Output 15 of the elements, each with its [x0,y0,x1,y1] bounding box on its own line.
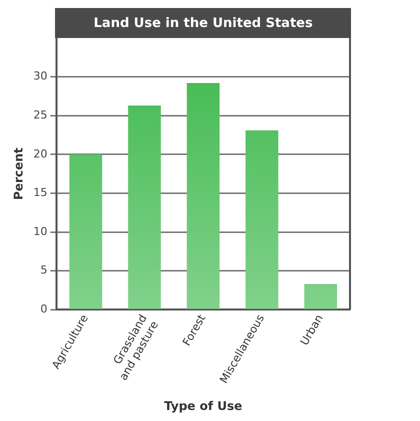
y-tick-label: 20 [33,147,48,160]
x-axis-title: Type of Use [164,398,242,413]
bar [304,284,338,309]
bar [186,83,220,309]
y-axis-title: Percent [11,147,26,200]
y-tick-label: 15 [33,186,48,200]
y-tick-label: 25 [33,108,48,122]
y-tick-label: 10 [33,224,48,238]
bar [128,106,161,309]
bar [69,154,102,309]
y-tick-label: 5 [40,264,48,277]
bar [246,130,278,309]
y-tick-label: 30 [33,70,48,83]
y-tick-label: 0 [40,302,48,316]
chart-title: Land Use in the United States [55,8,351,38]
